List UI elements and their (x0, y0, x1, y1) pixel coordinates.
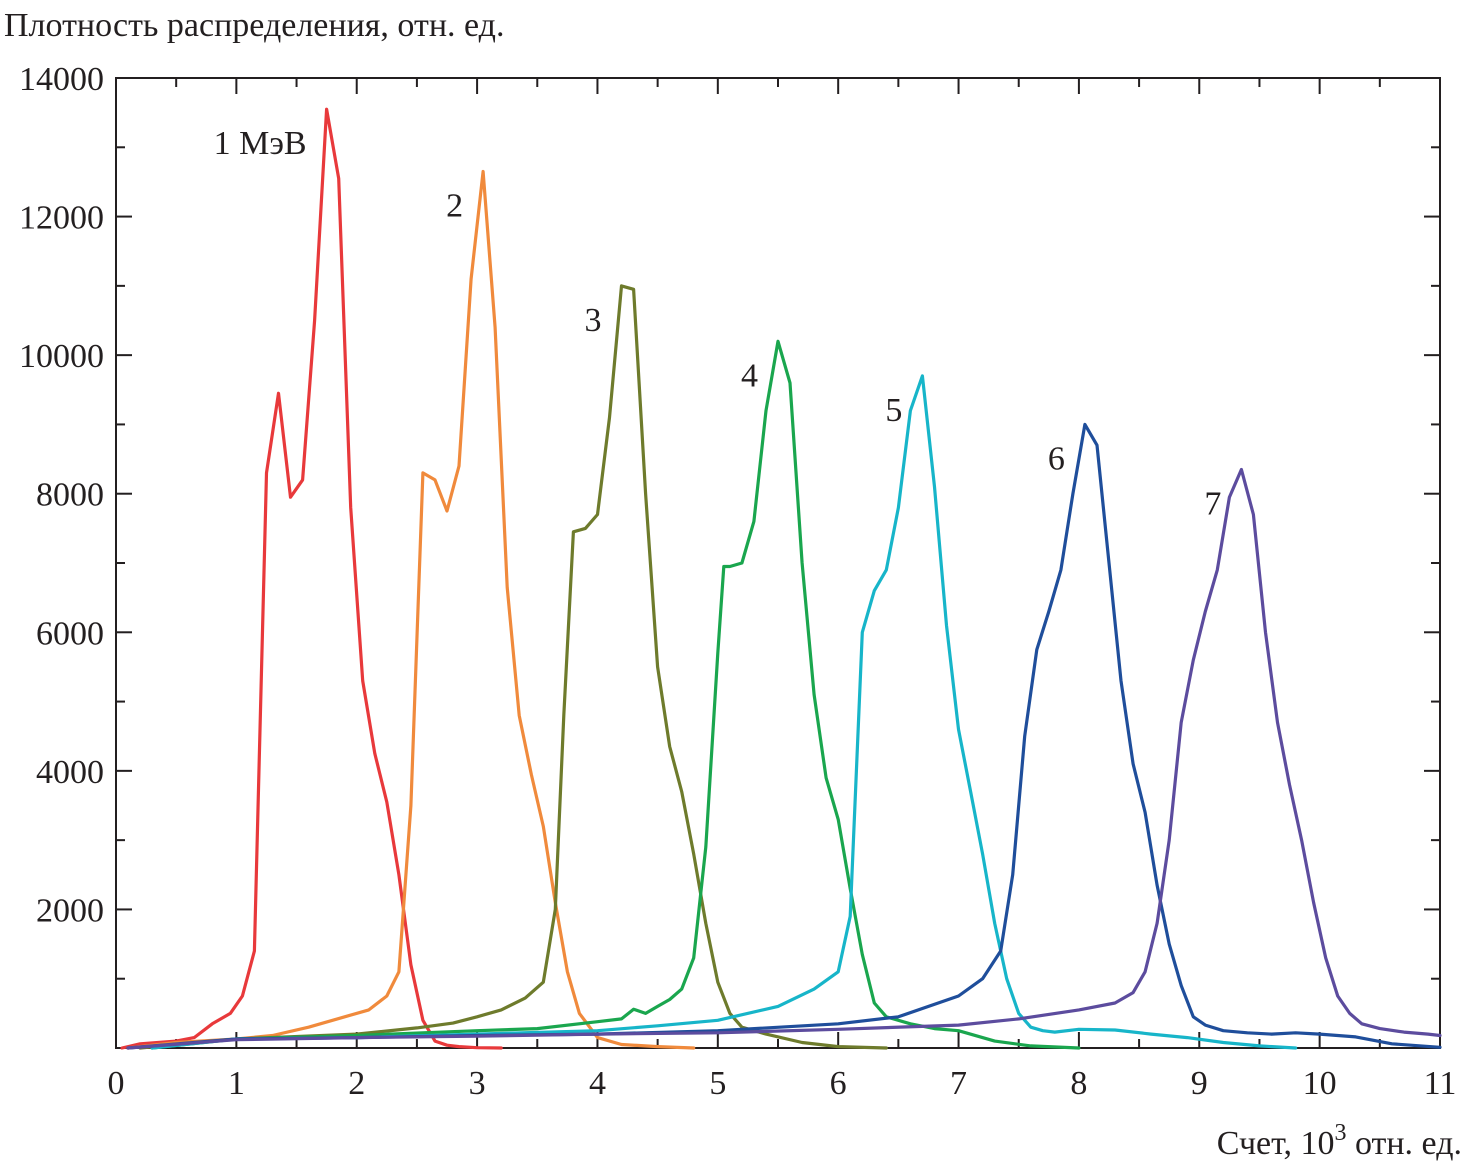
x-tick-label: 9 (1191, 1065, 1208, 1102)
series-line-5 (150, 374, 1298, 1050)
series-label-5: 5 (885, 392, 902, 429)
tick-marks (115, 77, 1441, 1049)
plot-frame (115, 77, 1441, 1049)
series-label-1: 1 МэВ (214, 125, 307, 162)
x-tick-label: 2 (348, 1065, 365, 1102)
series-line-6 (126, 422, 1442, 1050)
y-tick-label: 6000 (36, 615, 104, 652)
series-lines (120, 107, 1442, 1050)
y-tick-label: 10000 (19, 338, 104, 375)
series-label-6: 6 (1048, 440, 1065, 477)
x-tick-label: 6 (830, 1065, 847, 1102)
series-label-2: 2 (446, 188, 463, 225)
y-axis-title: Плотность распределения, отн. ед. (4, 7, 504, 44)
series-line-4 (150, 339, 1081, 1050)
series-labels: 1 МэВ 2 3 4 5 6 7 (214, 125, 1222, 522)
series-line-1 (120, 107, 503, 1050)
y-tick-label: 12000 (19, 200, 104, 237)
x-tick-label: 3 (469, 1065, 486, 1102)
x-tick-label: 8 (1070, 1065, 1087, 1102)
series-label-4: 4 (741, 357, 758, 394)
x-tick-label: 1 (228, 1065, 245, 1102)
x-tick-label: 11 (1424, 1065, 1457, 1102)
x-tick-label: 7 (950, 1065, 967, 1102)
x-axis-title: Счет, 103 отн. ед. (1217, 1120, 1462, 1162)
series-line-7 (126, 467, 1442, 1050)
x-tick-label: 5 (709, 1065, 726, 1102)
y-tick-label: 4000 (36, 754, 104, 791)
axes (115, 77, 1441, 1049)
tick-labels: 0 1 2 3 4 5 6 7 8 9 10 11 2000 4000 6000 8000 10000 12000… (19, 61, 1456, 1102)
x-tick-label: 0 (108, 1065, 125, 1102)
y-tick-label: 2000 (36, 892, 104, 929)
series-label-3: 3 (585, 302, 602, 339)
x-tick-label: 4 (589, 1065, 606, 1102)
y-tick-label: 14000 (19, 61, 104, 98)
y-tick-label: 8000 (36, 477, 104, 514)
series-label-7: 7 (1204, 485, 1221, 522)
x-tick-label: 10 (1303, 1065, 1337, 1102)
series-line-2 (126, 169, 696, 1050)
